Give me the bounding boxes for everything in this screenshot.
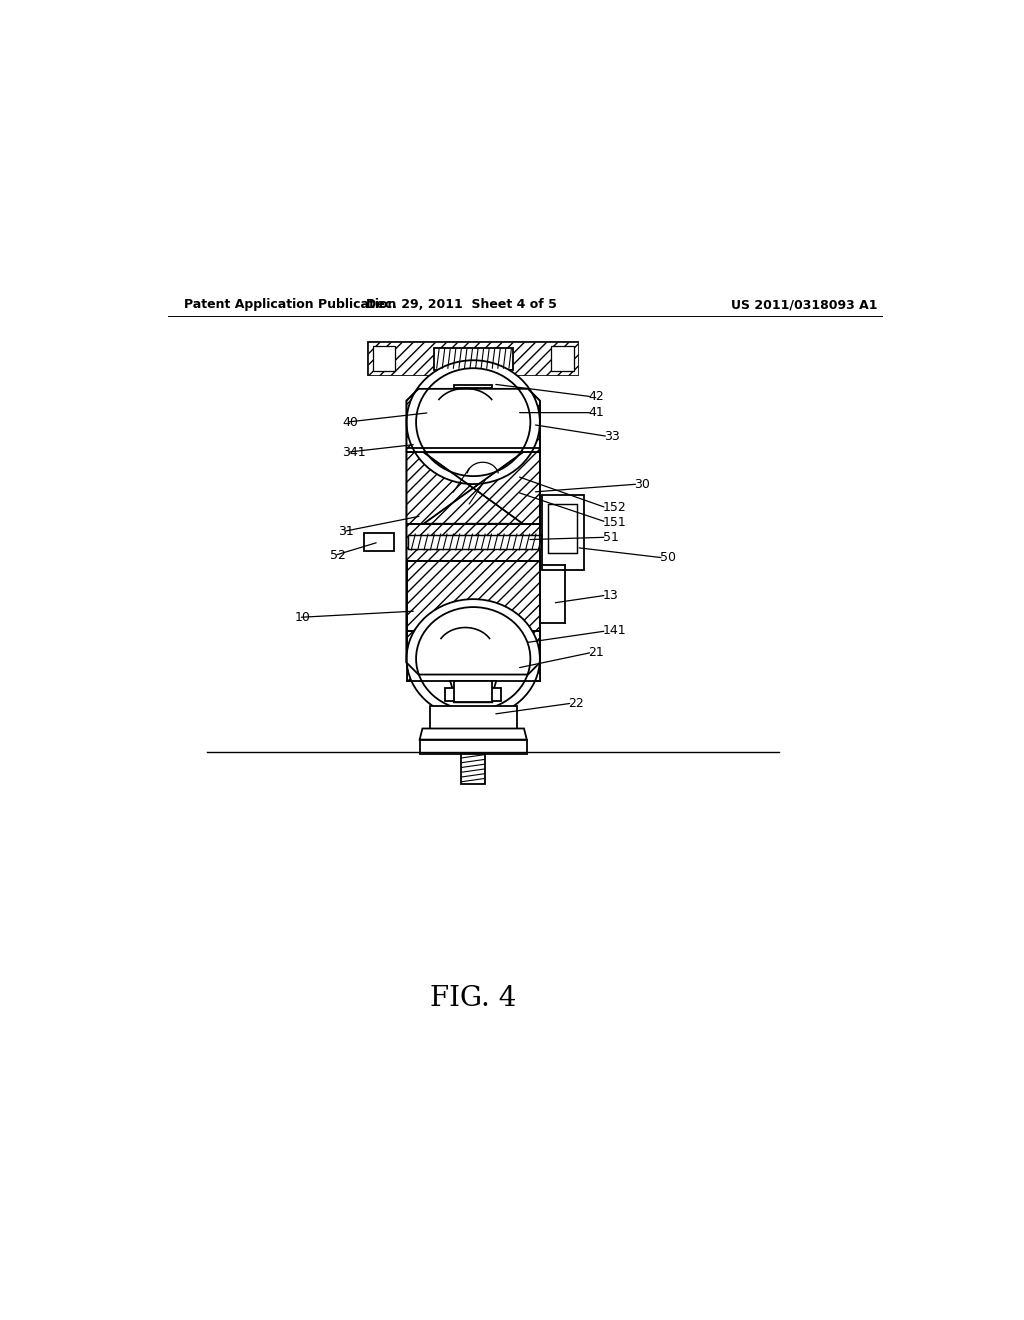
Text: 52: 52 [331,549,346,562]
Text: Patent Application Publication: Patent Application Publication [183,298,396,312]
Bar [409,535,542,549]
Text: 141: 141 [602,624,627,638]
Bar [433,347,513,370]
Text: 30: 30 [634,478,650,491]
Bar [445,688,501,701]
Bar [543,495,584,570]
Ellipse shape [416,368,530,477]
Bar [455,385,493,388]
Bar [364,533,394,550]
Bar [551,346,573,371]
Text: 50: 50 [659,552,676,565]
Text: US 2011/0318093 A1: US 2011/0318093 A1 [731,298,878,312]
Bar [368,342,579,375]
Polygon shape [407,389,540,675]
Ellipse shape [407,599,540,718]
Bar [368,342,579,375]
Bar [420,739,526,754]
Bar [455,681,493,702]
Text: 10: 10 [295,611,310,624]
Bar [407,631,540,681]
Bar [407,631,540,681]
Bar [407,561,540,631]
Text: 152: 152 [602,502,627,515]
Text: Dec. 29, 2011  Sheet 4 of 5: Dec. 29, 2011 Sheet 4 of 5 [366,298,557,312]
Text: 151: 151 [602,516,627,529]
Bar [407,561,540,631]
Bar [549,504,578,553]
Text: FIG. 4: FIG. 4 [430,985,516,1012]
Bar [373,346,395,371]
Text: 13: 13 [602,589,618,602]
Bar [461,754,485,784]
Polygon shape [451,681,497,702]
Polygon shape [473,453,540,524]
Text: 22: 22 [568,697,585,710]
Text: 41: 41 [588,407,604,420]
Ellipse shape [416,607,530,710]
Polygon shape [420,729,526,739]
Text: 51: 51 [602,531,618,544]
Text: 31: 31 [338,525,354,539]
Bar [430,706,517,729]
Text: 40: 40 [342,416,358,429]
Polygon shape [446,375,500,388]
Text: 33: 33 [604,430,620,444]
Polygon shape [407,389,540,675]
Ellipse shape [407,360,540,484]
Text: 21: 21 [588,645,604,659]
Text: 341: 341 [342,446,366,459]
Polygon shape [407,453,473,524]
Bar [443,379,503,391]
Text: 42: 42 [588,391,604,404]
